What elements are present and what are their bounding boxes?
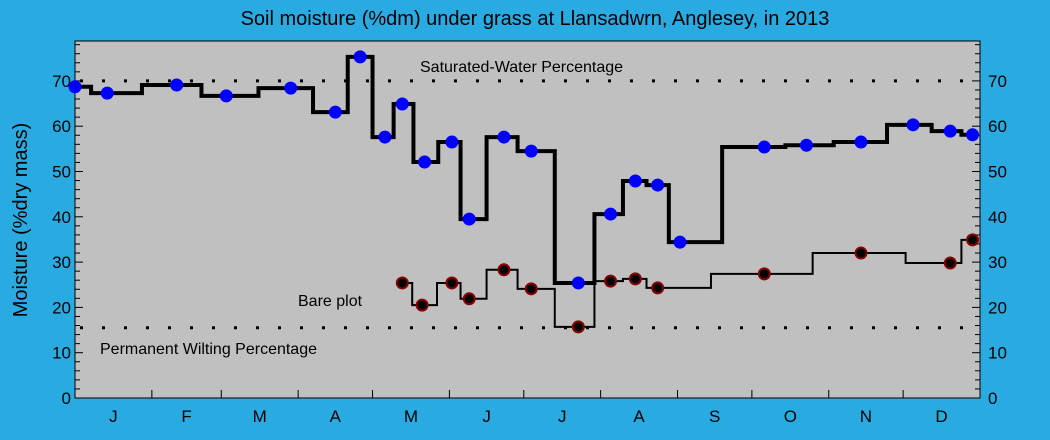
chart-title: Soil moisture (%dm) under grass at Llans… <box>241 8 830 30</box>
grass-data-point <box>284 81 298 95</box>
y-tick-label-left: 70 <box>52 72 71 91</box>
grass-data-point <box>673 235 687 249</box>
x-month-label: A <box>330 407 342 426</box>
grass-data-point <box>68 80 82 94</box>
saturated-water-label: Saturated-Water Percentage <box>420 59 623 76</box>
grass-data-point <box>651 178 665 192</box>
bare-plot-data-point <box>571 320 585 334</box>
y-tick-label-right: 40 <box>988 208 1007 227</box>
bare-plot-data-point <box>628 272 642 286</box>
grass-data-point <box>854 135 868 149</box>
bare-plot-data-point <box>497 263 511 277</box>
grass-data-point <box>757 140 771 154</box>
grass-data-point <box>418 155 432 169</box>
bare-plot-data-point <box>757 267 771 281</box>
grass-data-point <box>445 135 459 149</box>
x-month-label: J <box>109 407 118 426</box>
grass-data-point <box>100 86 114 100</box>
x-month-label: M <box>404 407 418 426</box>
grass-data-point <box>906 118 920 132</box>
x-month-label: M <box>253 407 267 426</box>
grass-data-point <box>571 276 585 290</box>
y-tick-label-left: 10 <box>52 344 71 363</box>
bare-plot-data-point <box>943 256 957 270</box>
y-tick-label-right: 30 <box>988 253 1007 272</box>
y-tick-label-right: 20 <box>988 298 1007 317</box>
x-month-label: N <box>860 407 872 426</box>
bare-plot-label: Bare plot <box>298 293 363 310</box>
grass-data-point <box>170 78 184 92</box>
grass-data-point <box>604 207 618 221</box>
x-month-label: J <box>482 407 491 426</box>
grass-data-point <box>943 124 957 138</box>
grass-data-point <box>219 89 233 103</box>
y-tick-label-right: 70 <box>988 72 1007 91</box>
y-tick-label-right: 50 <box>988 163 1007 182</box>
grass-data-point <box>395 97 409 111</box>
y-tick-label-right: 0 <box>988 389 997 408</box>
grass-data-point <box>497 130 511 144</box>
y-tick-label-left: 30 <box>52 253 71 272</box>
bare-plot-data-point <box>415 298 429 312</box>
bare-plot-data-point <box>604 274 618 288</box>
bare-plot-data-point <box>854 246 868 260</box>
bare-plot-data-point <box>524 282 538 296</box>
grass-data-point <box>524 144 538 158</box>
bare-plot-data-point <box>395 276 409 290</box>
bare-plot-data-point <box>966 233 980 247</box>
y-tick-label-left: 0 <box>62 389 71 408</box>
grass-data-point <box>328 105 342 119</box>
y-tick-label-left: 40 <box>52 208 71 227</box>
x-month-label: O <box>784 407 797 426</box>
x-month-label: A <box>633 407 645 426</box>
bare-plot-data-point <box>651 281 665 295</box>
grass-data-point <box>966 128 980 142</box>
grass-data-point <box>799 138 813 152</box>
y-tick-label-right: 10 <box>988 344 1007 363</box>
x-month-label: D <box>935 407 947 426</box>
grass-data-point <box>353 50 367 64</box>
x-month-label: S <box>709 407 720 426</box>
y-tick-label-right: 60 <box>988 117 1007 136</box>
bare-plot-data-point <box>462 292 476 306</box>
y-axis-label: Moisture (%dry mass) <box>10 123 32 317</box>
y-tick-label-left: 20 <box>52 298 71 317</box>
permanent-wilting-label: Permanent Wilting Percentage <box>100 341 317 358</box>
bare-plot-data-point <box>445 276 459 290</box>
grass-data-point <box>628 174 642 188</box>
grass-data-point <box>462 212 476 226</box>
x-month-label: F <box>181 407 191 426</box>
y-tick-label-left: 60 <box>52 117 71 136</box>
x-month-label: J <box>558 407 567 426</box>
y-tick-label-left: 50 <box>52 163 71 182</box>
grass-data-point <box>378 130 392 144</box>
